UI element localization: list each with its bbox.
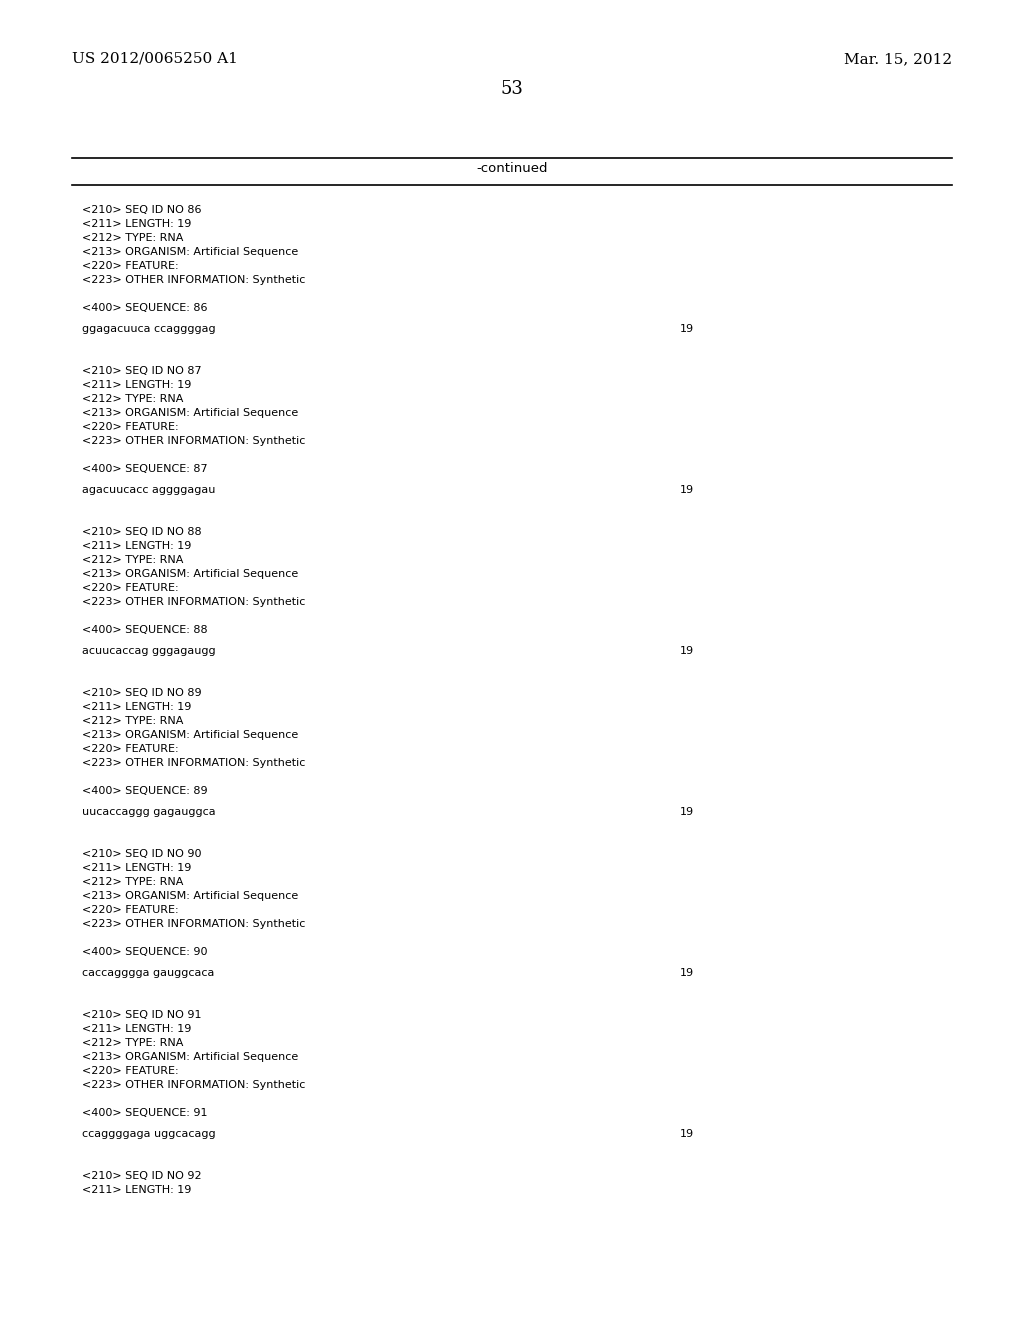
Text: 19: 19 (680, 1129, 694, 1139)
Text: <213> ORGANISM: Artificial Sequence: <213> ORGANISM: Artificial Sequence (82, 1052, 298, 1063)
Text: <212> TYPE: RNA: <212> TYPE: RNA (82, 393, 183, 404)
Text: <210> SEQ ID NO 87: <210> SEQ ID NO 87 (82, 366, 202, 376)
Text: 19: 19 (680, 645, 694, 656)
Text: <400> SEQUENCE: 91: <400> SEQUENCE: 91 (82, 1107, 208, 1118)
Text: 19: 19 (680, 807, 694, 817)
Text: <220> FEATURE:: <220> FEATURE: (82, 1067, 178, 1076)
Text: <210> SEQ ID NO 92: <210> SEQ ID NO 92 (82, 1171, 202, 1181)
Text: Mar. 15, 2012: Mar. 15, 2012 (844, 51, 952, 66)
Text: <210> SEQ ID NO 91: <210> SEQ ID NO 91 (82, 1010, 202, 1020)
Text: 19: 19 (680, 323, 694, 334)
Text: 53: 53 (501, 81, 523, 98)
Text: <211> LENGTH: 19: <211> LENGTH: 19 (82, 380, 191, 389)
Text: <212> TYPE: RNA: <212> TYPE: RNA (82, 715, 183, 726)
Text: <211> LENGTH: 19: <211> LENGTH: 19 (82, 541, 191, 550)
Text: <212> TYPE: RNA: <212> TYPE: RNA (82, 554, 183, 565)
Text: <210> SEQ ID NO 89: <210> SEQ ID NO 89 (82, 688, 202, 698)
Text: <220> FEATURE:: <220> FEATURE: (82, 583, 178, 593)
Text: <223> OTHER INFORMATION: Synthetic: <223> OTHER INFORMATION: Synthetic (82, 1080, 305, 1090)
Text: <220> FEATURE:: <220> FEATURE: (82, 906, 178, 915)
Text: <211> LENGTH: 19: <211> LENGTH: 19 (82, 863, 191, 873)
Text: <400> SEQUENCE: 89: <400> SEQUENCE: 89 (82, 785, 208, 796)
Text: acuucaccag gggagaugg: acuucaccag gggagaugg (82, 645, 216, 656)
Text: agacuucacc aggggagau: agacuucacc aggggagau (82, 484, 215, 495)
Text: <212> TYPE: RNA: <212> TYPE: RNA (82, 234, 183, 243)
Text: <211> LENGTH: 19: <211> LENGTH: 19 (82, 219, 191, 228)
Text: <400> SEQUENCE: 87: <400> SEQUENCE: 87 (82, 465, 208, 474)
Text: <212> TYPE: RNA: <212> TYPE: RNA (82, 1038, 183, 1048)
Text: <211> LENGTH: 19: <211> LENGTH: 19 (82, 1185, 191, 1195)
Text: <212> TYPE: RNA: <212> TYPE: RNA (82, 876, 183, 887)
Text: <223> OTHER INFORMATION: Synthetic: <223> OTHER INFORMATION: Synthetic (82, 919, 305, 929)
Text: <400> SEQUENCE: 86: <400> SEQUENCE: 86 (82, 304, 208, 313)
Text: <213> ORGANISM: Artificial Sequence: <213> ORGANISM: Artificial Sequence (82, 730, 298, 741)
Text: 19: 19 (680, 968, 694, 978)
Text: -continued: -continued (476, 162, 548, 176)
Text: <223> OTHER INFORMATION: Synthetic: <223> OTHER INFORMATION: Synthetic (82, 275, 305, 285)
Text: <223> OTHER INFORMATION: Synthetic: <223> OTHER INFORMATION: Synthetic (82, 597, 305, 607)
Text: <213> ORGANISM: Artificial Sequence: <213> ORGANISM: Artificial Sequence (82, 891, 298, 902)
Text: US 2012/0065250 A1: US 2012/0065250 A1 (72, 51, 238, 66)
Text: <400> SEQUENCE: 90: <400> SEQUENCE: 90 (82, 946, 208, 957)
Text: 19: 19 (680, 484, 694, 495)
Text: <400> SEQUENCE: 88: <400> SEQUENCE: 88 (82, 624, 208, 635)
Text: <210> SEQ ID NO 90: <210> SEQ ID NO 90 (82, 849, 202, 859)
Text: <213> ORGANISM: Artificial Sequence: <213> ORGANISM: Artificial Sequence (82, 247, 298, 257)
Text: uucaccaggg gagauggca: uucaccaggg gagauggca (82, 807, 216, 817)
Text: caccagggga gauggcaca: caccagggga gauggcaca (82, 968, 214, 978)
Text: <211> LENGTH: 19: <211> LENGTH: 19 (82, 702, 191, 711)
Text: <220> FEATURE:: <220> FEATURE: (82, 744, 178, 754)
Text: ccaggggaga uggcacagg: ccaggggaga uggcacagg (82, 1129, 216, 1139)
Text: <210> SEQ ID NO 86: <210> SEQ ID NO 86 (82, 205, 202, 215)
Text: <223> OTHER INFORMATION: Synthetic: <223> OTHER INFORMATION: Synthetic (82, 758, 305, 768)
Text: <210> SEQ ID NO 88: <210> SEQ ID NO 88 (82, 527, 202, 537)
Text: <213> ORGANISM: Artificial Sequence: <213> ORGANISM: Artificial Sequence (82, 569, 298, 579)
Text: <220> FEATURE:: <220> FEATURE: (82, 422, 178, 432)
Text: ggagacuuca ccaggggag: ggagacuuca ccaggggag (82, 323, 216, 334)
Text: <220> FEATURE:: <220> FEATURE: (82, 261, 178, 271)
Text: <213> ORGANISM: Artificial Sequence: <213> ORGANISM: Artificial Sequence (82, 408, 298, 418)
Text: <211> LENGTH: 19: <211> LENGTH: 19 (82, 1024, 191, 1034)
Text: <223> OTHER INFORMATION: Synthetic: <223> OTHER INFORMATION: Synthetic (82, 436, 305, 446)
